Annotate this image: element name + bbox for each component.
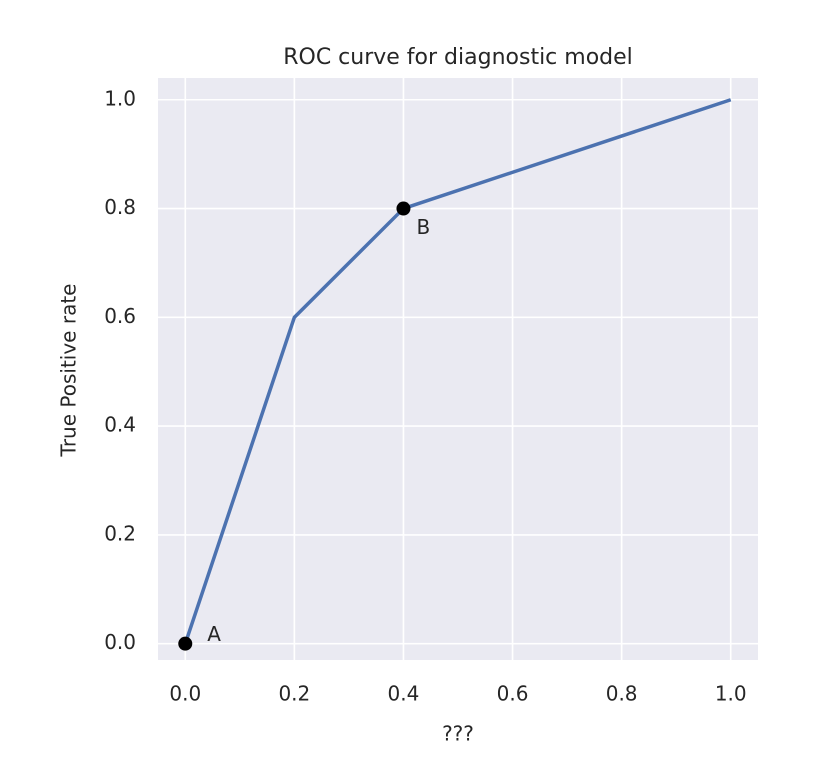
- x-tick-label: 0.4: [388, 682, 420, 706]
- chart-title: ROC curve for diagnostic model: [283, 45, 633, 70]
- y-axis-label: True Positive rate: [57, 284, 81, 458]
- point-label: A: [207, 622, 221, 646]
- x-axis-label: ???: [442, 722, 474, 746]
- point-label: B: [416, 215, 430, 239]
- x-tick-label: 0.6: [497, 682, 529, 706]
- series-line: [183, 98, 732, 645]
- x-tick-label: 1.0: [715, 682, 747, 706]
- y-tick-label: 0.2: [104, 521, 136, 545]
- y-tick-label: 0.0: [104, 630, 136, 654]
- plot-background: [158, 78, 758, 660]
- y-tick-label: 0.8: [104, 195, 136, 219]
- x-tick-label: 0.2: [278, 682, 310, 706]
- y-tick-label: 0.4: [104, 413, 136, 437]
- x-tick-label: 0.8: [606, 682, 638, 706]
- y-tick-label: 1.0: [104, 86, 136, 110]
- y-tick-label: 0.6: [104, 304, 136, 328]
- point: [396, 201, 411, 216]
- x-tick-label: 0.0: [169, 682, 201, 706]
- point: [178, 636, 193, 651]
